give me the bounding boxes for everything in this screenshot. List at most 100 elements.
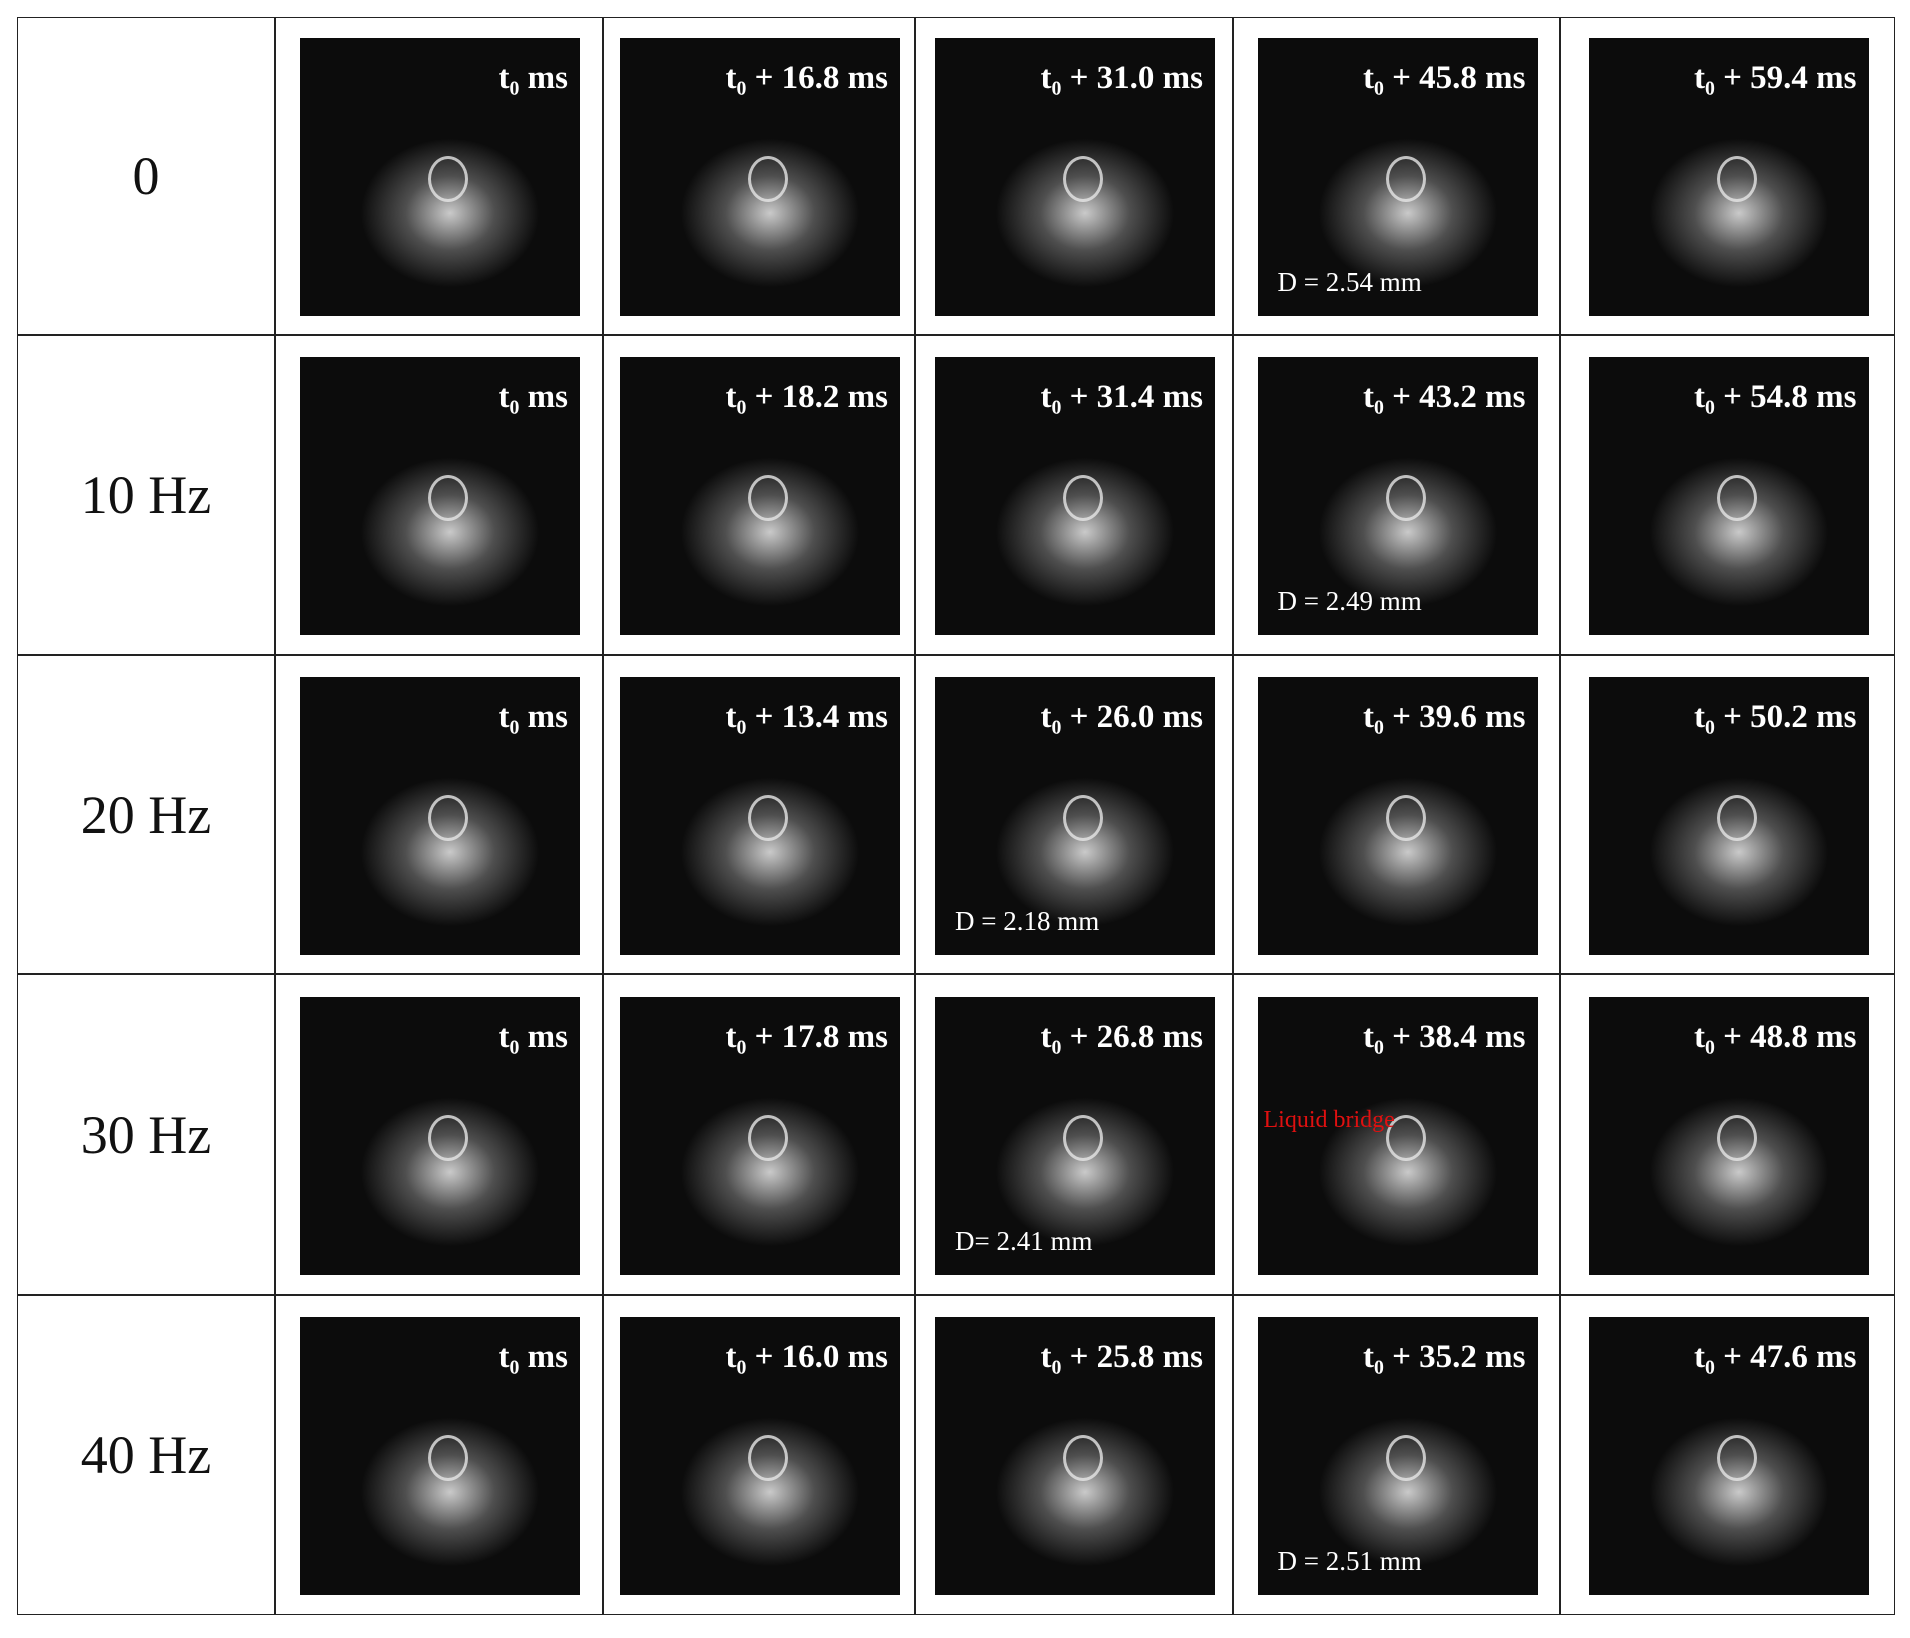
video-frame: t₀ ms <box>300 357 580 635</box>
diameter-label: D = 2.18 mm <box>955 905 1100 936</box>
frame-cell: t₀ + 59.4 ms <box>1560 17 1895 335</box>
droplet <box>1063 1114 1103 1161</box>
time-label: t₀ ms <box>498 1339 568 1375</box>
video-frame: t₀ + 26.8 ms D= 2.41 mm <box>935 996 1215 1275</box>
time-label: t₀ ms <box>498 698 568 735</box>
frame-cell: t₀ + 35.2 ms D = 2.51 mm <box>1233 1295 1560 1615</box>
row-label: 30 Hz <box>17 974 275 1295</box>
diameter-label: D = 2.51 mm <box>1277 1546 1422 1576</box>
droplet <box>1385 794 1426 841</box>
video-frame: t₀ ms <box>300 676 580 955</box>
row-label: 0 <box>17 17 275 335</box>
callout-label: Liquid bridge <box>1263 1106 1395 1133</box>
video-frame: t₀ + 39.6 ms <box>1257 676 1538 955</box>
time-label: t₀ + 45.8 ms <box>1362 60 1526 96</box>
droplet <box>1385 1114 1426 1161</box>
time-label: t₀ + 18.2 ms <box>725 379 888 415</box>
time-label: t₀ + 25.8 ms <box>1040 1339 1203 1375</box>
time-label: t₀ + 48.8 ms <box>1693 1018 1857 1055</box>
droplet <box>1716 1435 1757 1481</box>
video-frame: t₀ + 31.0 ms <box>935 38 1215 316</box>
droplet <box>1716 794 1757 841</box>
frame-cell: t₀ + 31.0 ms <box>915 17 1233 335</box>
droplet <box>748 475 788 521</box>
time-label: t₀ + 54.8 ms <box>1693 379 1857 415</box>
time-label: t₀ + 43.2 ms <box>1362 379 1526 415</box>
frame-cell: t₀ + 26.0 ms D = 2.18 mm <box>915 655 1233 974</box>
frame-cell: t₀ + 13.4 ms <box>603 655 915 974</box>
droplet <box>1385 1435 1426 1481</box>
time-label: t₀ + 26.0 ms <box>1040 698 1203 735</box>
video-frame: t₀ + 13.4 ms <box>620 676 900 955</box>
time-label: t₀ + 59.4 ms <box>1693 60 1857 96</box>
droplet <box>1063 156 1103 202</box>
droplet <box>748 1435 788 1481</box>
droplet <box>1063 794 1103 841</box>
frame-cell: t₀ + 50.2 ms <box>1560 655 1895 974</box>
video-frame: t₀ + 35.2 ms D = 2.51 mm <box>1257 1317 1538 1595</box>
row-label: 40 Hz <box>17 1295 275 1615</box>
droplet <box>428 1114 468 1161</box>
time-label: t₀ + 47.6 ms <box>1693 1339 1857 1375</box>
frame-cell: t₀ + 39.6 ms <box>1233 655 1560 974</box>
frame-cell: t₀ ms <box>275 335 603 655</box>
droplet <box>428 1435 468 1481</box>
video-frame: t₀ + 50.2 ms <box>1588 676 1869 955</box>
time-label: t₀ + 16.8 ms <box>725 60 888 96</box>
frame-cell: t₀ + 26.8 ms D= 2.41 mm <box>915 974 1233 1295</box>
droplet <box>1063 475 1103 521</box>
frame-cell: t₀ + 38.4 ms Liquid bridge <box>1233 974 1560 1295</box>
droplet <box>1385 475 1426 521</box>
droplet <box>748 794 788 841</box>
time-label: t₀ + 31.4 ms <box>1040 379 1203 415</box>
time-label: t₀ ms <box>498 60 568 96</box>
time-label: t₀ + 35.2 ms <box>1362 1339 1526 1375</box>
video-frame: t₀ + 54.8 ms <box>1588 357 1869 635</box>
droplet <box>428 475 468 521</box>
frame-cell: t₀ + 48.8 ms <box>1560 974 1895 1295</box>
video-frame: t₀ + 47.6 ms <box>1588 1317 1869 1595</box>
frame-cell: t₀ + 18.2 ms <box>603 335 915 655</box>
diameter-label: D= 2.41 mm <box>955 1225 1093 1256</box>
row-label: 10 Hz <box>17 335 275 655</box>
video-frame: t₀ + 38.4 ms Liquid bridge <box>1257 996 1538 1275</box>
video-frame: t₀ + 18.2 ms <box>620 357 900 635</box>
frame-cell: t₀ + 16.0 ms <box>603 1295 915 1615</box>
frame-cell: t₀ + 43.2 ms D = 2.49 mm <box>1233 335 1560 655</box>
droplet <box>1063 1435 1103 1481</box>
time-label: t₀ + 31.0 ms <box>1040 60 1203 96</box>
droplet <box>1716 156 1757 202</box>
frame-cell: t₀ ms <box>275 655 603 974</box>
frame-cell: t₀ + 16.8 ms <box>603 17 915 335</box>
droplet <box>1716 1114 1757 1161</box>
droplet <box>748 156 788 202</box>
time-label: t₀ ms <box>498 379 568 415</box>
frame-cell: t₀ + 45.8 ms D = 2.54 mm <box>1233 17 1560 335</box>
frame-cell: t₀ + 17.8 ms <box>603 974 915 1295</box>
time-label: t₀ ms <box>498 1018 568 1055</box>
time-label: t₀ + 50.2 ms <box>1693 698 1857 735</box>
time-label: t₀ + 26.8 ms <box>1040 1018 1203 1055</box>
video-frame: t₀ + 31.4 ms <box>935 357 1215 635</box>
time-label: t₀ + 13.4 ms <box>725 698 888 735</box>
video-frame: t₀ + 26.0 ms D = 2.18 mm <box>935 676 1215 955</box>
droplet <box>1716 475 1757 521</box>
droplet <box>748 1114 788 1161</box>
video-frame: t₀ + 25.8 ms <box>935 1317 1215 1595</box>
droplet <box>428 794 468 841</box>
time-label: t₀ + 16.0 ms <box>725 1339 888 1375</box>
video-frame: t₀ + 17.8 ms <box>620 996 900 1275</box>
time-label: t₀ + 17.8 ms <box>725 1018 888 1055</box>
video-frame: t₀ + 48.8 ms <box>1588 996 1869 1275</box>
video-frame: t₀ ms <box>300 1317 580 1595</box>
video-frame: t₀ ms <box>300 996 580 1275</box>
video-frame: t₀ ms <box>300 38 580 316</box>
frame-cell: t₀ + 47.6 ms <box>1560 1295 1895 1615</box>
diameter-label: D = 2.54 mm <box>1277 267 1422 297</box>
video-frame: t₀ + 16.8 ms <box>620 38 900 316</box>
frame-cell: t₀ ms <box>275 1295 603 1615</box>
frame-cell: t₀ + 25.8 ms <box>915 1295 1233 1615</box>
droplet <box>1385 156 1426 202</box>
time-label: t₀ + 38.4 ms <box>1362 1018 1526 1055</box>
